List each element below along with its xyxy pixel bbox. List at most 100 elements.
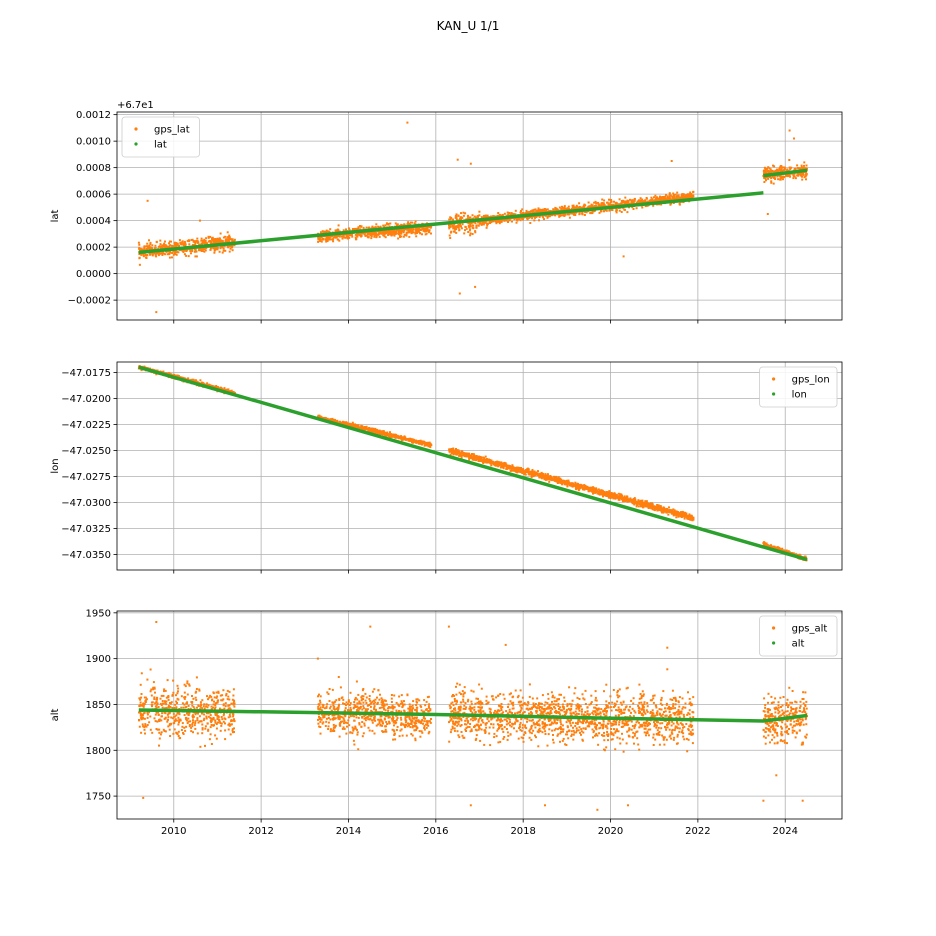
- gps_lon-point: [617, 492, 620, 495]
- gps_lat-point: [665, 193, 667, 196]
- gps_lon-point: [155, 373, 158, 376]
- gps_lat-point: [367, 236, 370, 239]
- gps_lat-point: [151, 247, 153, 250]
- gps_lat-point: [400, 230, 403, 233]
- gps_lat-point: [506, 211, 509, 214]
- gps_lat-point: [770, 171, 773, 174]
- gps_lat-point: [324, 230, 327, 233]
- gps_lat-point: [157, 251, 160, 254]
- gps_lat-point: [503, 219, 506, 222]
- gps_lat-point: [603, 199, 606, 202]
- gps_lon-point: [350, 424, 353, 426]
- gps_lat-point: [670, 202, 673, 205]
- gps_lon-point: [362, 427, 365, 430]
- gps_lon-point: [644, 500, 647, 503]
- gps_lat-point: [537, 207, 540, 210]
- gps_lat-point: [591, 210, 594, 213]
- gps_lat-point: [390, 233, 392, 236]
- gps_lat-point: [516, 218, 518, 221]
- gps_lat-point: [783, 167, 786, 170]
- gps_lat-point: [648, 199, 651, 202]
- gps_lat-point: [468, 229, 471, 232]
- gps_lat-point: [215, 239, 218, 242]
- gps_lat-point: [614, 201, 617, 204]
- gps_lon-point: [428, 442, 431, 445]
- gps_lat-point: [162, 252, 165, 255]
- gps_lat-point: [565, 208, 568, 211]
- gps_lat-point: [590, 203, 593, 206]
- gps_lon-point: [400, 439, 403, 442]
- gps_lat-point: [803, 161, 806, 164]
- gps_lat-point: [639, 197, 642, 200]
- gps_lat-point: [465, 227, 468, 230]
- gps_lat-point: [668, 193, 671, 196]
- gps_lat-point: [397, 237, 400, 240]
- gps_lat-point: [351, 235, 354, 238]
- gps_lat-point: [176, 243, 179, 246]
- gps_lat-point: [557, 213, 560, 216]
- gps_lat-point: [349, 233, 352, 236]
- gps_lon-point: [634, 500, 637, 503]
- gps_lon-point: [215, 385, 218, 387]
- gps_lat-point: [197, 241, 200, 244]
- gps_lat-point: [155, 255, 158, 258]
- gps_lon-point: [418, 441, 421, 444]
- gps_lat-point: [218, 250, 221, 253]
- gps_lon-point: [335, 420, 338, 423]
- gps_lat-point: [668, 197, 671, 200]
- gps_lat-point: [373, 233, 376, 236]
- gps_lat-point: [591, 212, 594, 214]
- gps_lat-point: [175, 242, 178, 244]
- lat-y-tick-label: 0.0004: [76, 216, 111, 227]
- gps_lat-point: [554, 208, 557, 211]
- gps_lat-point: [528, 211, 531, 214]
- gps_lat-point: [692, 195, 695, 198]
- gps_lon-point: [545, 478, 548, 481]
- gps_lon-point: [338, 421, 341, 424]
- gps_lon-point: [178, 375, 181, 378]
- gps_lat-point: [327, 236, 330, 239]
- gps_lat-point: [409, 230, 411, 233]
- gps_lat-point: [387, 229, 390, 232]
- gps_lat-point: [507, 213, 510, 216]
- gps_lat-point: [770, 170, 773, 172]
- gps_lat-point: [394, 222, 397, 225]
- gps_lat-point: [538, 210, 541, 213]
- gps_lat-point: [409, 221, 412, 224]
- gps_lat-point: [231, 239, 234, 242]
- gps_lat-outlier-point: [406, 121, 409, 124]
- gps_lat-point: [484, 221, 487, 224]
- gps_lon-point: [389, 431, 391, 434]
- gps_lon-point: [577, 489, 580, 492]
- gps_lon-point: [413, 440, 416, 443]
- gps_lat-point: [364, 234, 367, 237]
- gps_lat-point: [332, 240, 335, 243]
- gps_lon-point: [426, 441, 429, 444]
- gps_lat-point: [652, 199, 655, 202]
- gps_lon-point: [364, 426, 367, 429]
- gps_lat-point: [618, 198, 621, 201]
- gps_lat-point: [774, 169, 777, 172]
- gps_lat-point: [222, 249, 225, 252]
- gps_lat-point: [779, 174, 782, 177]
- gps_lat-point: [531, 210, 534, 213]
- gps_lon-point: [363, 428, 366, 431]
- gps_lat-point: [633, 198, 636, 201]
- lat-legend-marker: [134, 142, 138, 146]
- gps_lat-point: [603, 204, 606, 206]
- gps_lat-point: [530, 210, 532, 213]
- gps_lon-point: [377, 430, 380, 433]
- gps_lon-point: [368, 429, 371, 432]
- gps_lat-point: [454, 225, 457, 228]
- gps_lat-point: [215, 240, 218, 243]
- gps_lat-point: [500, 220, 503, 223]
- gps_lat-point: [211, 237, 213, 240]
- gps_lat-point: [471, 217, 474, 220]
- gps_lat-point: [616, 203, 619, 206]
- gps_lat-point: [160, 252, 163, 255]
- gps_lat-point: [562, 214, 565, 217]
- gps_lat-point: [216, 248, 219, 251]
- gps_lat-point: [486, 223, 489, 225]
- gps_lat-point: [803, 164, 805, 167]
- gps_lat-point: [636, 202, 638, 204]
